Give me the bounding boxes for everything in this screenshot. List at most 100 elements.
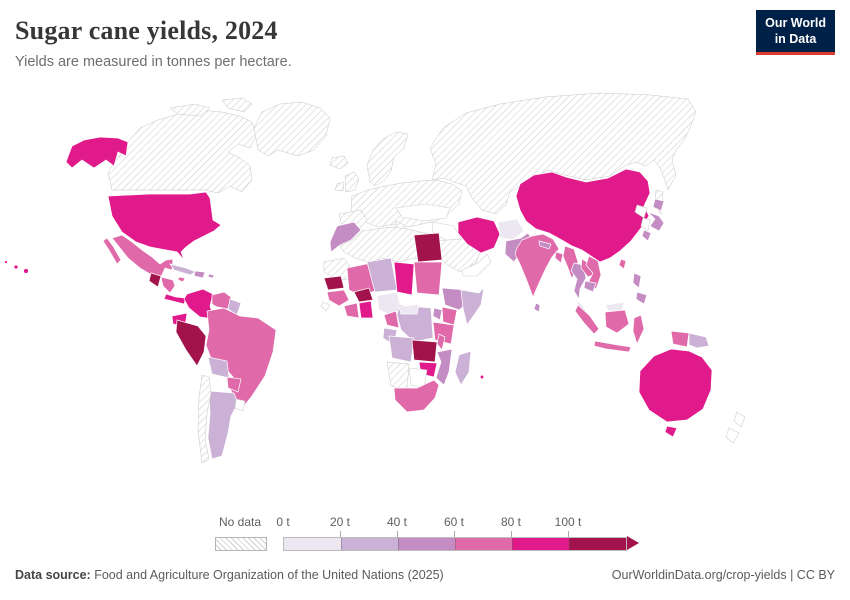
country-zambia[interactable] <box>411 339 438 363</box>
country-namibia[interactable] <box>386 361 410 391</box>
country-cuba[interactable] <box>169 263 197 276</box>
country-europe-mainland[interactable] <box>350 179 463 228</box>
country-japan-kyushu[interactable] <box>641 229 652 242</box>
country-hispaniola[interactable] <box>193 270 206 279</box>
country-papua-new-guinea[interactable] <box>688 332 710 349</box>
country-cambodia[interactable] <box>583 280 597 293</box>
country-new-zealand-north[interactable] <box>733 411 746 428</box>
legend-bin-0-20[interactable] <box>284 538 341 550</box>
country-new-zealand-south[interactable] <box>725 427 740 444</box>
country-cameroon[interactable] <box>383 310 400 329</box>
country-egypt[interactable] <box>413 232 443 263</box>
country-scandinavia[interactable] <box>366 131 409 187</box>
country-indonesia-borneo[interactable] <box>604 309 630 334</box>
country-turkey[interactable] <box>395 203 451 222</box>
country-puerto-rico[interactable] <box>207 273 215 279</box>
country-guinea[interactable] <box>326 289 350 307</box>
page-title: Sugar cane yields, 2024 <box>15 16 278 45</box>
legend-bin-100plus[interactable] <box>569 538 626 550</box>
country-angola[interactable] <box>388 335 415 363</box>
country-nepal[interactable] <box>538 240 552 250</box>
country-south-korea[interactable] <box>640 217 651 232</box>
country-canada-arctic-islands[interactable] <box>169 103 211 117</box>
country-ghana[interactable] <box>358 300 374 319</box>
country-mauritius[interactable] <box>479 374 485 380</box>
country-argentina[interactable] <box>207 390 239 460</box>
country-afghanistan[interactable] <box>497 218 525 241</box>
legend-tick-20: 20 t <box>329 515 350 529</box>
country-peru[interactable] <box>175 319 207 367</box>
country-venezuela[interactable] <box>211 291 232 310</box>
country-yemen-oman[interactable] <box>461 253 492 277</box>
country-burkina-faso[interactable] <box>353 287 374 303</box>
country-ivory-coast[interactable] <box>343 302 360 319</box>
country-russia-central-asia[interactable] <box>429 92 697 215</box>
country-indonesia-papua[interactable] <box>670 330 690 348</box>
country-indonesia-java[interactable] <box>593 340 632 353</box>
country-morocco[interactable] <box>329 221 362 253</box>
legend-tick-40: 40 t <box>386 515 407 529</box>
country-india[interactable] <box>514 233 560 298</box>
country-australia[interactable] <box>638 348 713 423</box>
country-mauritania-w-sahara[interactable] <box>323 257 352 281</box>
country-bangladesh[interactable] <box>554 251 564 264</box>
country-canada-arctic-islands[interactable] <box>221 97 253 113</box>
country-sudan[interactable] <box>413 261 443 296</box>
country-kenya[interactable] <box>441 306 458 326</box>
legend-tick-100: 100 t <box>554 515 582 529</box>
country-mexico[interactable] <box>111 234 174 282</box>
country-indonesia-sulawesi[interactable] <box>632 314 645 345</box>
country-hawaii[interactable] <box>13 264 19 270</box>
country-costa-rica-panama[interactable] <box>163 293 187 305</box>
country-philippines-mindanao[interactable] <box>635 291 648 305</box>
country-senegal[interactable] <box>323 275 345 291</box>
country-iceland[interactable] <box>329 155 349 170</box>
country-taiwan[interactable] <box>618 258 627 270</box>
country-united-kingdom[interactable] <box>344 171 360 193</box>
owid-logo-line1: Our World <box>765 16 826 30</box>
country-uganda[interactable] <box>432 307 443 321</box>
country-china[interactable] <box>515 168 651 263</box>
country-guatemala[interactable] <box>148 272 162 288</box>
legend-bin-20-40[interactable] <box>341 538 398 550</box>
country-united-states[interactable] <box>107 191 222 261</box>
country-sri-lanka[interactable] <box>533 302 541 313</box>
country-philippines-luzon[interactable] <box>632 272 642 289</box>
country-japan-honshu[interactable] <box>647 211 665 232</box>
country-canada[interactable] <box>107 109 257 194</box>
country-iran[interactable] <box>457 216 501 254</box>
legend-bin-40-60[interactable] <box>398 538 455 550</box>
country-hawaii[interactable] <box>23 268 29 274</box>
country-mexico-baja[interactable] <box>102 237 122 265</box>
country-south-africa[interactable] <box>393 379 440 413</box>
country-ireland[interactable] <box>334 181 345 192</box>
owid-logo-line2: in Data <box>774 31 817 46</box>
footer-link[interactable]: OurWorldinData.org/crop-yields | CC BY <box>611 568 835 582</box>
legend-no-data-swatch[interactable] <box>215 537 267 551</box>
country-japan-hokkaido[interactable] <box>652 198 665 212</box>
country-somalia[interactable] <box>460 285 485 326</box>
country-hawaii[interactable] <box>4 260 8 264</box>
legend-tickmark <box>340 531 341 537</box>
country-sierra-leone[interactable] <box>320 301 331 312</box>
owid-logo[interactable]: Our World in Data <box>756 10 835 56</box>
legend-bin-80-100[interactable] <box>512 538 569 550</box>
country-central-african-republic[interactable] <box>398 303 420 315</box>
country-jamaica[interactable] <box>177 276 186 283</box>
country-uruguay[interactable] <box>234 398 246 412</box>
country-tasmania[interactable] <box>664 425 678 438</box>
country-malawi[interactable] <box>436 333 446 351</box>
country-indonesia-sumatra[interactable] <box>574 304 600 335</box>
country-greenland[interactable] <box>253 101 331 157</box>
country-mozambique[interactable] <box>435 348 453 386</box>
country-madagascar[interactable] <box>454 350 472 386</box>
legend-bin-60-80[interactable] <box>455 538 512 550</box>
country-paraguay[interactable] <box>226 376 242 393</box>
country-malaysia-borneo[interactable] <box>605 301 625 312</box>
country-alaska[interactable] <box>65 136 129 169</box>
country-chad[interactable] <box>393 261 415 296</box>
country-honduras-nicaragua[interactable] <box>160 276 176 294</box>
country-chile[interactable] <box>197 374 212 464</box>
legend-tick-60: 60 t <box>443 515 464 529</box>
